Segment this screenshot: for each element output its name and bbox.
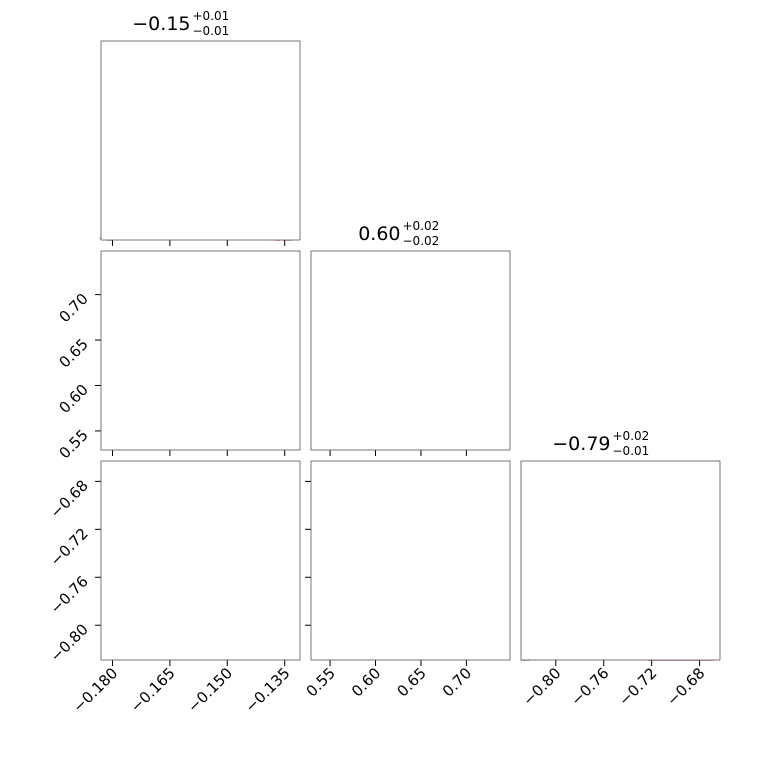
x-tick-label: 0.60 (348, 664, 384, 700)
x-tick-label: −0.68 (663, 664, 708, 709)
title-minus: −0.01 (193, 24, 230, 38)
x-tick-label: −0.72 (615, 664, 660, 709)
title-minus: −0.01 (613, 444, 650, 458)
y-tick-label: −0.72 (47, 524, 92, 569)
panel-frame (520, 460, 721, 661)
y-tick-label: −0.68 (47, 476, 92, 521)
title-plus: +0.02 (403, 219, 440, 233)
panel-frame (100, 250, 301, 451)
x-tick-label: −0.80 (519, 664, 564, 709)
y-tick-label: −0.76 (47, 572, 92, 617)
y-tick-label: 0.70 (55, 290, 91, 326)
x-tick-label: −0.165 (127, 664, 179, 716)
x-tick-label: 0.55 (303, 664, 339, 700)
title-minus: −0.02 (403, 234, 440, 248)
panel-title: 0.60 (358, 223, 400, 245)
panel-frame (310, 250, 511, 451)
panel-title: −0.15 (132, 13, 190, 35)
y-tick-label: −0.80 (47, 620, 92, 665)
y-tick-label: 0.65 (55, 335, 91, 371)
title-plus: +0.02 (613, 429, 650, 443)
title-plus: +0.01 (193, 9, 230, 23)
y-tick-label: 0.55 (55, 426, 91, 462)
x-tick-label: −0.150 (184, 664, 236, 716)
panel-frame (100, 40, 301, 241)
x-tick-label: −0.76 (567, 664, 612, 709)
x-tick-label: −0.135 (242, 664, 294, 716)
y-tick-label: 0.60 (55, 381, 91, 417)
panel-title: −0.79 (552, 433, 610, 455)
x-tick-label: 0.70 (439, 664, 475, 700)
panel-frame (100, 460, 301, 661)
panel-frame (310, 460, 511, 661)
x-tick-label: −0.180 (69, 664, 121, 716)
x-tick-label: 0.65 (393, 664, 429, 700)
